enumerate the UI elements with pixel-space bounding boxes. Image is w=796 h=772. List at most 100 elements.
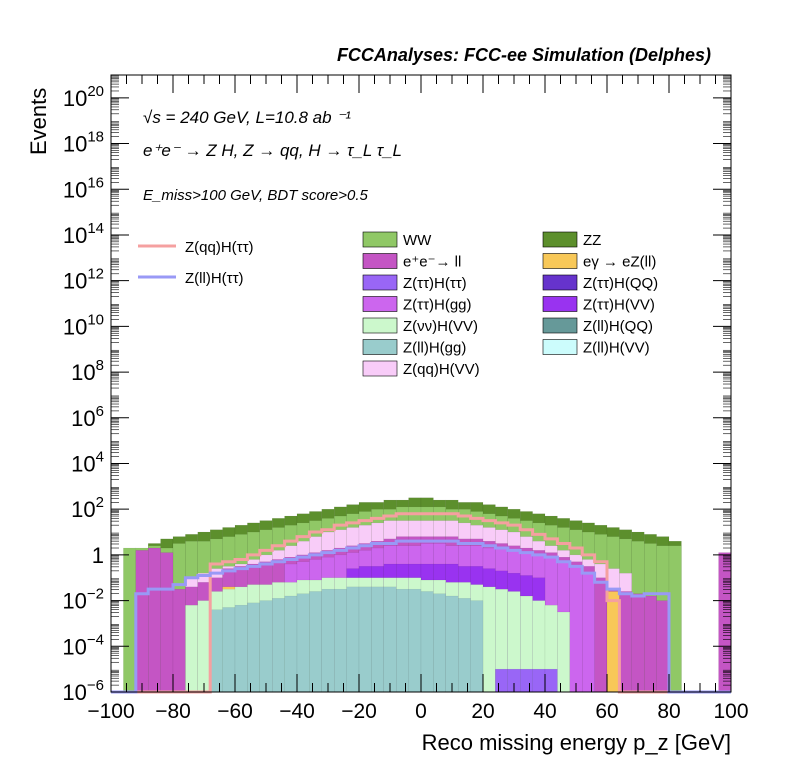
bar-z-ll-h-gg-	[259, 600, 273, 693]
x-tick-label: 20	[471, 700, 494, 723]
bar-z-ll-h-gg-	[383, 586, 397, 693]
bar-z-h-vv-	[185, 604, 198, 693]
bar-e-e-ll	[656, 600, 670, 693]
bar-e-e-ll	[594, 577, 608, 693]
x-tick-label: −100	[87, 700, 134, 723]
bar-z-ll-h-gg-	[247, 602, 260, 693]
bar-z-ll-h-gg-	[209, 609, 223, 693]
legend-swatch	[542, 317, 578, 334]
y-tick-label: 102	[71, 494, 104, 522]
legend-swatch	[362, 231, 398, 248]
legend-label: Z(νν)H(VV)	[403, 318, 478, 335]
legend-label: e⁺e⁻→ ll	[403, 254, 461, 271]
y-tick-label: 1012	[63, 266, 104, 294]
bar-z-ll-h-gg-	[358, 586, 372, 693]
y-tick-label: 1010	[63, 311, 104, 339]
legend-swatch	[542, 253, 578, 269]
legend-swatch	[362, 296, 398, 312]
legend-label: Z(ll)H(ττ)	[185, 270, 244, 287]
legend-label: Z(ττ)H(ττ)	[403, 275, 467, 292]
x-tick-label: −20	[341, 700, 377, 723]
bar-e-e-ll	[644, 595, 657, 693]
annotation-process: e⁺e⁻ → Z H, Z → qq, H → τ_L τ_L	[143, 141, 402, 160]
bar-z-h-	[520, 668, 533, 693]
bar-z-ll-h-gg-	[296, 593, 310, 693]
annotation-energy: √s = 240 GeV, L=10.8 ab ⁻¹	[143, 108, 351, 127]
legend-swatch	[362, 339, 398, 355]
bar-z-ll-h-gg-	[470, 600, 484, 693]
x-axis-label: Reco missing energy p_z [GeV]	[422, 730, 731, 755]
y-tick-label: 1020	[63, 83, 104, 111]
bar-z-ll-h-gg-	[284, 595, 298, 693]
header-title: FCCAnalyses: FCC-ee Simulation (Delphes)	[337, 45, 711, 65]
bar-e-e-ll	[619, 591, 633, 693]
y-tick-label: 106	[71, 403, 104, 431]
bar-z-ll-h-gg-	[396, 588, 409, 693]
bar-ww	[668, 545, 682, 693]
bar-e-e-ll	[135, 550, 149, 693]
legend-label: Z(ττ)H(QQ)	[583, 275, 658, 292]
bar-z-ll-h-gg-	[408, 588, 422, 693]
bar-z-ll-h-gg-	[321, 588, 335, 693]
y-tick-label: 104	[71, 448, 104, 476]
signal-lines	[111, 512, 731, 694]
bar-z-h-	[544, 668, 558, 693]
x-axis: −100 −80 −60 −40 −20 0 20 40 60 80 100	[87, 75, 749, 723]
legend-label: Z(ll)H(gg)	[403, 340, 466, 357]
bar-z-h-vv-	[557, 611, 571, 693]
legend: Z(qq)H(ττ) Z(ll)H(ττ) WW ZZ e⁺e⁻→ ll eγ → eZ(…	[138, 231, 658, 378]
bar-z-ll-h-gg-	[334, 588, 347, 693]
bar-z-ll-h-gg-	[234, 604, 248, 693]
x-tick-label: −80	[155, 700, 191, 723]
bar-z-ll-h-gg-	[458, 598, 471, 693]
bar-ww	[123, 547, 137, 693]
x-tick-label: −40	[279, 700, 315, 723]
bar-e-e-ll	[631, 593, 645, 693]
legend-label: Z(ττ)H(VV)	[583, 297, 655, 314]
legend-swatch	[542, 274, 578, 291]
bar-e-e-ll	[160, 552, 174, 693]
legend-swatch	[362, 274, 398, 291]
bar-z-ll-h-gg-	[371, 586, 384, 693]
y-tick-label: 1016	[63, 174, 104, 202]
bar-z-ll-h-gg-	[272, 598, 285, 693]
legend-swatch	[362, 253, 398, 269]
legend-label: Z(ll)H(VV)	[583, 340, 650, 357]
legend-swatch	[362, 317, 398, 334]
bar-z-ll-h-gg-	[309, 591, 322, 693]
y-tick-label: 1	[92, 543, 104, 568]
bar-e-ez-ll-	[606, 591, 620, 693]
bar-z-h-	[532, 668, 546, 693]
y-tick-label: 1018	[63, 129, 104, 157]
x-tick-label: 60	[595, 700, 618, 723]
signal-line-z-ll-h-	[111, 539, 731, 694]
y-tick-label: 10−2	[62, 586, 104, 614]
bar-e-e-ll	[147, 547, 161, 693]
bar-z-h-gg-	[582, 572, 595, 693]
legend-swatch	[542, 296, 578, 312]
x-tick-label: 100	[713, 700, 748, 723]
legend-label: ZZ	[583, 232, 601, 249]
legend-label: eγ → eZ(ll)	[583, 254, 656, 271]
legend-swatch	[542, 339, 578, 355]
x-tick-label: −60	[217, 700, 253, 723]
y-tick-label: 10−4	[62, 631, 104, 659]
annotation-cuts: E_miss>100 GeV, BDT score>0.5	[143, 187, 368, 204]
signal-line-z-qq-h-	[111, 512, 731, 694]
bar-z-ll-h-gg-	[445, 595, 459, 693]
bar-z-ll-h-gg-	[433, 593, 446, 693]
y-tick-label: 1014	[63, 220, 104, 248]
bar-z-ll-h-gg-	[346, 586, 360, 693]
legend-label: Z(ll)H(QQ)	[583, 318, 653, 335]
x-tick-label: 80	[657, 700, 680, 723]
bar-z-h-	[495, 668, 508, 693]
legend-label: WW	[403, 232, 432, 249]
bar-z-ll-h-gg-	[222, 607, 236, 693]
x-tick-label: 0	[415, 700, 427, 723]
legend-swatch	[362, 360, 398, 377]
legend-label: Z(qq)H(VV)	[403, 361, 480, 378]
legend-swatch	[542, 231, 578, 248]
bar-z-ll-h-gg-	[420, 591, 434, 693]
y-tick-label: 108	[71, 357, 104, 385]
